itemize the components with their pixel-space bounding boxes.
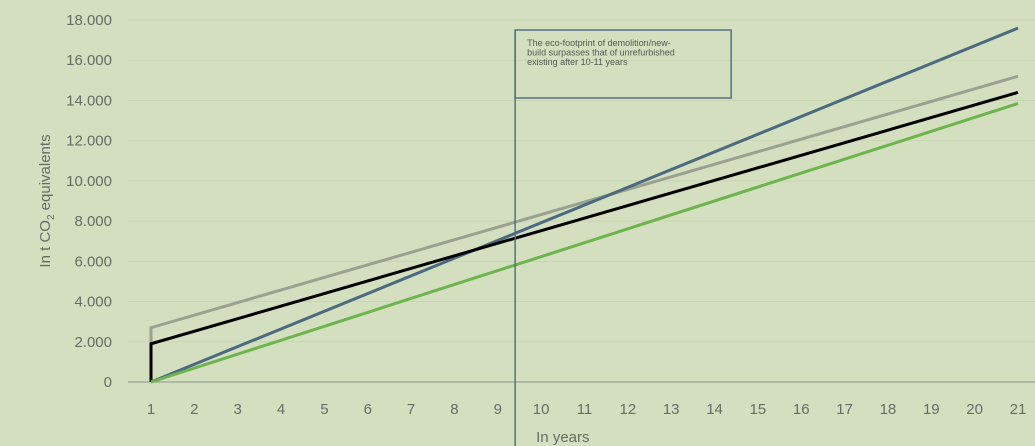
x-tick-label: 6 [364, 401, 372, 418]
y-axis-label-subscript: 2 [46, 214, 57, 220]
x-tick-label: 13 [663, 401, 680, 418]
x-tick-label: 8 [450, 401, 458, 418]
x-tick-label: 10 [533, 401, 550, 418]
x-tick-label: 5 [320, 401, 328, 418]
x-tick-label: 1 [147, 401, 155, 418]
y-tick-label: 0 [104, 374, 112, 391]
y-tick-label: 4.000 [74, 294, 112, 311]
x-tick-label: 16 [793, 401, 810, 418]
annotation-text-line: existing after 10-11 years [527, 57, 628, 67]
y-tick-label: 18.000 [66, 12, 112, 29]
x-tick-label: 20 [966, 401, 983, 418]
series-3 [149, 90, 1019, 382]
y-tick-label: 14.000 [66, 92, 112, 109]
annotation-box [514, 29, 732, 99]
y-tick-label: 12.000 [66, 133, 112, 150]
x-axis-label: In years [536, 429, 589, 446]
gridlines [128, 19, 1035, 343]
annotation-text-line: The eco-footprint of demolition/new- [527, 38, 671, 48]
x-tick-label: 11 [577, 401, 593, 418]
x-tick-label: 9 [494, 401, 502, 418]
annotation: The eco-footprint of demolition/new-buil… [514, 29, 732, 446]
series-2 [150, 26, 1019, 384]
series-1 [149, 74, 1019, 382]
y-axis-label-suffix: equivalents [37, 134, 54, 214]
x-tick-label: 17 [836, 401, 853, 418]
x-tick-label: 15 [750, 401, 767, 418]
y-tick-label: 2.000 [74, 334, 112, 351]
x-tick-label: 21 [1010, 401, 1027, 418]
y-tick-labels: 0 2.000 4.000 6.000 8.000 10.000 12.000 14.000 1… [66, 12, 112, 391]
y-axis-label: In t CO2 equivalents [37, 134, 57, 267]
y-tick-label: 10.000 [66, 173, 112, 190]
x-tick-label: 3 [234, 401, 242, 418]
annotation-text-line: build surpasses that of unrefurbished [527, 48, 675, 58]
y-tick-label: 16.000 [66, 52, 112, 69]
series-4 [150, 102, 1019, 384]
x-tick-labels: 1 2 3 4 5 6 7 8 9 10 11 12 13 14 15 16 17 18 19 20 21 [147, 401, 1027, 418]
y-tick-label: 8.000 [74, 213, 112, 230]
x-tick-label: 4 [277, 401, 285, 418]
series-line [149, 74, 1019, 382]
series-line [149, 90, 1019, 382]
series-lines [149, 26, 1019, 384]
series-line [150, 26, 1019, 384]
x-tick-label: 14 [706, 401, 723, 418]
y-axis-label-prefix: In t CO [37, 220, 54, 268]
x-tick-label: 2 [190, 401, 198, 418]
series-line [150, 102, 1019, 384]
x-tick-label: 12 [620, 401, 637, 418]
y-tick-label: 6.000 [74, 253, 112, 270]
x-tick-label: 7 [407, 401, 415, 418]
x-tick-label: 19 [923, 401, 940, 418]
x-tick-label: 18 [880, 401, 897, 418]
